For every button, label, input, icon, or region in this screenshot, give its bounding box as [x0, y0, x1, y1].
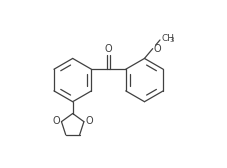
- Text: O: O: [153, 44, 161, 54]
- Text: O: O: [85, 116, 93, 126]
- Text: O: O: [105, 45, 112, 54]
- Text: CH: CH: [162, 34, 175, 43]
- Text: 3: 3: [169, 37, 174, 43]
- Text: O: O: [52, 116, 60, 126]
